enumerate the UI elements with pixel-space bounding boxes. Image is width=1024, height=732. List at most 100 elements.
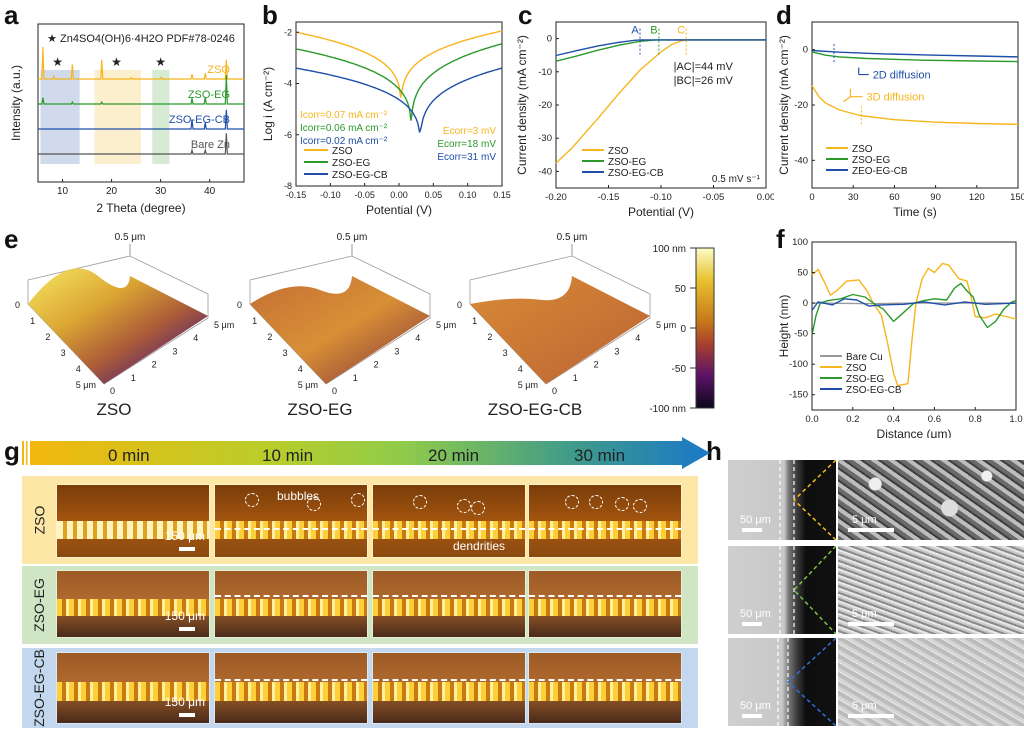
- time-label-20: 20 min: [428, 446, 480, 465]
- growth-boundary-line: [373, 528, 525, 531]
- x-axis-label: Potential (V): [366, 203, 432, 217]
- y-tick-label: -50: [794, 329, 808, 340]
- bubble-marker: [633, 499, 647, 513]
- x-tick-label: 1.0: [1009, 414, 1022, 425]
- colorbar-tick-label: 0: [680, 324, 686, 335]
- x-tick-label: -0.15: [598, 192, 620, 203]
- x-tick-label: -0.10: [320, 190, 341, 200]
- bubble-marker: [413, 495, 427, 509]
- growth-boundary-line: [215, 528, 367, 531]
- afm-surface-1: [27, 244, 209, 385]
- x-tick-label: 0.0: [805, 414, 818, 425]
- y-tick-label: 0: [547, 34, 552, 45]
- afm-z-label: 0.5 μm: [115, 232, 146, 243]
- x-tick-label: 0.4: [887, 414, 900, 425]
- bubble-marker: [351, 493, 365, 507]
- highlight-region: [94, 70, 141, 164]
- scale-bar-label: 50 μm: [740, 608, 771, 620]
- y-tick-label: -40: [538, 166, 552, 177]
- sem-cross-section-2: 50 μm: [728, 546, 836, 634]
- series-line: [811, 85, 1019, 126]
- afm-axis-label: 3: [172, 346, 177, 356]
- y-tick-label: 0: [803, 45, 808, 56]
- sem-top-view-3: 5 μm: [838, 638, 1024, 726]
- series-line: [811, 298, 1017, 311]
- legend-label: ZSO: [332, 146, 353, 157]
- bubble-marker: [307, 497, 321, 511]
- bubble-marker: [245, 493, 259, 507]
- afm-axis-label: 4: [76, 364, 81, 374]
- scale-bar-label: 5 μm: [852, 700, 877, 712]
- afm-axis-label: 3: [503, 348, 508, 358]
- micrograph-r2-c2: [214, 570, 368, 638]
- plot-frame: [37, 23, 245, 183]
- scale-bar-label: 150 μm: [164, 609, 205, 623]
- afm-axis-label: 0: [110, 386, 115, 396]
- y-axis-label: Current density (mA cm⁻²): [515, 35, 529, 175]
- x-axis-label: Time (s): [893, 205, 937, 219]
- scale-bar: [179, 547, 195, 551]
- growth-boundary-line: [373, 678, 525, 681]
- micrograph-r1-c3: dendrities: [372, 484, 526, 558]
- afm-axis-label: 3: [394, 346, 399, 356]
- scale-bar: [742, 714, 762, 718]
- micrograph-grid: 150 μm bubbles dendrities 150 μm 150 μm: [56, 484, 682, 724]
- marker-label: C: [677, 25, 685, 37]
- series-line: [811, 49, 1019, 58]
- y-tick-label: 0: [803, 298, 808, 309]
- y-tick-label: -20: [538, 100, 552, 111]
- afm-axis-label: 5 μm: [656, 320, 676, 330]
- x-tick-label: 90: [930, 192, 941, 203]
- afm-axis-label: 5 μm: [214, 320, 234, 330]
- y-axis-label: Log i (A cm⁻²): [261, 67, 275, 141]
- deposit-layer: [529, 598, 681, 616]
- afm-axis-label: 0: [332, 386, 337, 396]
- panel-label-b: b: [262, 0, 278, 30]
- scale-bar-label: 150 μm: [164, 695, 205, 709]
- icorr-label: Icorr=0.07 mA cm⁻²: [300, 110, 388, 121]
- series-line: [811, 262, 1017, 387]
- scale-bar-label: 5 μm: [852, 608, 877, 620]
- sem-grid: 50 μm 5 μm 50 μm 5 μm 50 μm 5 μm: [728, 460, 1024, 732]
- growth-boundary-line: [373, 595, 525, 598]
- sem-top-view-1: 5 μm: [838, 460, 1024, 540]
- x-tick-label: 20: [106, 186, 118, 197]
- panel-label-f: f: [776, 224, 785, 254]
- marker-label: A: [631, 25, 639, 37]
- scale-bar: [848, 622, 894, 626]
- series-line: [811, 302, 1016, 305]
- bubble-marker: [589, 495, 603, 509]
- afm-axis-label: 5 μm: [518, 380, 538, 390]
- panel-label-c: c: [518, 0, 533, 30]
- legend-label: Bare Cu: [846, 352, 883, 363]
- afm-axis-label: 0: [237, 300, 242, 310]
- x-tick-label: -0.20: [545, 192, 567, 203]
- afm-axis-label: 4: [193, 333, 198, 343]
- x-tick-label: -0.05: [354, 190, 375, 200]
- icorr-label: Icorr=0.02 mA cm⁻²: [300, 136, 388, 147]
- diffusion-2d-arrow: [858, 67, 869, 76]
- zoom-indicator: [792, 460, 836, 540]
- bubble-marker: [471, 501, 485, 515]
- y-tick-label: -40: [794, 155, 808, 166]
- y-tick-label: 50: [797, 268, 808, 279]
- series-line: [555, 39, 766, 57]
- x-tick-label: 0.00: [390, 190, 408, 200]
- afm-axis-label: 3: [283, 348, 288, 358]
- legend-label: ZSO: [852, 144, 873, 155]
- zoom-indicator: [792, 546, 836, 634]
- afm-label-zso-eg: ZSO-EG: [287, 400, 353, 419]
- x-tick-label: 0.00: [757, 192, 774, 203]
- x-tick-label: 0.05: [425, 190, 443, 200]
- y-tick-label: -6: [284, 130, 292, 140]
- legend-label: ZSO-EG-CB: [332, 170, 388, 181]
- annotation: 0.5 mV s⁻¹: [712, 174, 761, 185]
- time-label-10: 10 min: [262, 446, 314, 465]
- micrograph-r1-c4: [528, 484, 682, 558]
- afm-axis-label: 5 μm: [298, 380, 318, 390]
- y-tick-label: -10: [538, 67, 552, 78]
- x-tick-label: 0.8: [969, 414, 982, 425]
- time-label-0: 0 min: [108, 446, 150, 465]
- x-axis-label: Potential (V): [628, 205, 694, 219]
- colorbar-tick-label: 100 nm: [653, 244, 686, 255]
